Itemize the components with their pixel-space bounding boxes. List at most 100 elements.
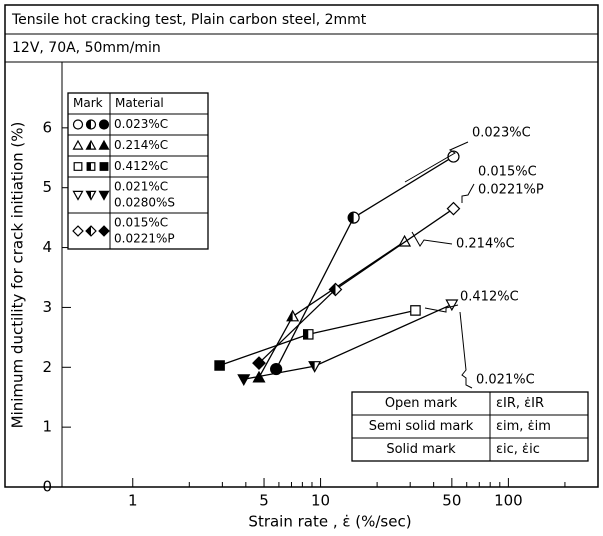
- data-point: [302, 329, 314, 340]
- legend-symbol: [86, 162, 96, 171]
- y-tick-label: 3: [42, 298, 52, 316]
- data-point: [308, 361, 322, 373]
- mark-table-box: [351, 391, 589, 462]
- marker-half: [309, 361, 315, 372]
- y-tick-label: 5: [42, 178, 52, 196]
- legend-symbol: [72, 119, 84, 130]
- series-line: [258, 241, 405, 378]
- marker-outline: [72, 190, 84, 201]
- marker-outline: [98, 190, 110, 201]
- legend-label: 0.023%C: [114, 117, 168, 131]
- legend-symbol: [72, 139, 84, 150]
- legend-label: 0.021%C: [114, 180, 168, 194]
- marker-outline: [98, 139, 110, 150]
- annotation: 0.023%C: [472, 126, 531, 141]
- legend-header: Mark: [73, 96, 103, 110]
- chart-subtitle: 12V, 70A, 50mm/min: [12, 40, 161, 56]
- marker-half: [329, 283, 336, 296]
- annotation: 0.0221%P: [478, 183, 544, 198]
- legend-header: Material: [115, 96, 164, 110]
- marker-outline: [72, 225, 84, 237]
- legend-symbol: [98, 225, 110, 237]
- annotation: 0.015%C: [478, 165, 537, 180]
- x-tick-label: 5: [259, 492, 269, 510]
- data-point: [445, 299, 459, 312]
- x-tick-label: 50: [442, 492, 461, 510]
- marker-outline: [446, 201, 461, 216]
- marker-outline: [98, 119, 110, 130]
- legend-label: 0.0280%S: [114, 196, 175, 210]
- y-tick-label: 6: [42, 118, 52, 136]
- annotation-arrow: [461, 183, 475, 203]
- marker-outline: [72, 139, 84, 150]
- legend-symbol: [85, 225, 97, 237]
- x-tick-label: 1: [128, 492, 138, 510]
- data-point: [328, 282, 343, 297]
- legend-symbol: [85, 119, 97, 130]
- marker-half: [303, 329, 309, 340]
- legend-symbol: [99, 162, 109, 171]
- marker-half: [86, 226, 91, 236]
- annotation-arrow: [411, 231, 453, 247]
- mark-table-cell: εic, ε̇ic: [496, 442, 540, 457]
- legend-label: 0.015%C: [114, 216, 168, 230]
- marker-outline: [214, 360, 225, 371]
- series-line: [275, 156, 454, 370]
- legend-symbol: [85, 139, 97, 150]
- data-point: [270, 362, 283, 376]
- data-point: [252, 356, 266, 370]
- marker-outline: [99, 162, 109, 171]
- marker-half: [87, 162, 91, 171]
- y-tick-label: 2: [42, 358, 52, 376]
- marker-outline: [73, 162, 83, 171]
- marker-outline: [252, 356, 266, 370]
- legend-symbol: [85, 190, 97, 201]
- marker-half: [86, 141, 91, 150]
- annotation-arrow: [424, 304, 459, 313]
- marker-half: [86, 191, 91, 200]
- y-tick-label: 4: [42, 238, 52, 256]
- y-tick-label: 0: [42, 478, 52, 496]
- x-tick-label: 10: [311, 492, 330, 510]
- y-tick-label: 1: [42, 418, 52, 436]
- legend-label: 0.412%C: [114, 159, 168, 173]
- data-point: [446, 201, 461, 216]
- legend-symbol: [73, 162, 83, 171]
- legend-symbol: [72, 225, 84, 237]
- mark-table-cell: Solid mark: [386, 442, 456, 457]
- legend-label: 0.0221%P: [114, 232, 175, 246]
- legend-label: 0.214%C: [114, 138, 168, 152]
- legend-symbol: [98, 139, 110, 150]
- mark-table-cell: Open mark: [385, 396, 458, 411]
- data-point: [286, 309, 300, 322]
- marker-outline: [445, 299, 459, 312]
- outer-frame: [4, 4, 599, 488]
- series-line: [219, 309, 416, 367]
- marker-outline: [98, 225, 110, 237]
- data-point: [214, 360, 225, 371]
- annotation-arrow: [404, 141, 469, 183]
- chart-title: Tensile hot cracking test, Plain carbon …: [11, 12, 367, 28]
- legend-symbol: [98, 119, 110, 130]
- mark-table-cell: εim, ε̇im: [496, 419, 551, 434]
- y-axis-label: Minimum ductility for crack initiation (…: [9, 122, 27, 429]
- marker-half: [86, 120, 91, 129]
- mark-table-cell: Semi solid mark: [369, 419, 474, 434]
- data-point: [237, 374, 251, 386]
- annotation-arrow: [459, 311, 473, 389]
- annotation: 0.214%C: [456, 237, 515, 252]
- x-axis-label: Strain rate , ε̇ (%/sec): [248, 513, 411, 531]
- series-line: [258, 208, 454, 364]
- marker-half: [348, 212, 354, 224]
- data-point: [410, 305, 421, 316]
- marker-outline: [270, 362, 283, 376]
- annotation: 0.412%C: [460, 290, 519, 305]
- legend-symbol: [98, 190, 110, 201]
- mark-table-cell: εIR, ε̇IR: [496, 396, 544, 411]
- legend-symbol: [72, 190, 84, 201]
- marker-outline: [72, 119, 84, 130]
- data-point: [347, 211, 360, 224]
- annotation: 0.021%C: [476, 373, 535, 388]
- marker-outline: [410, 305, 421, 316]
